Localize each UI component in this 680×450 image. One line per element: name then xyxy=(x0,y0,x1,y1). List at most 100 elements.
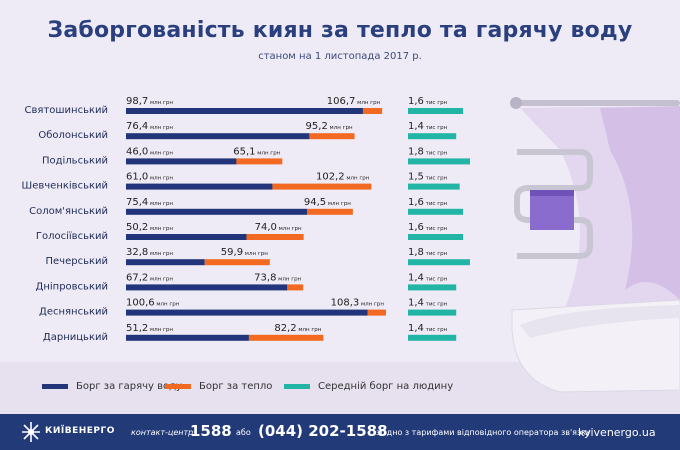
label-heat-unit: млн грн xyxy=(355,100,380,106)
bar-hot-water xyxy=(126,133,310,140)
bar-hot-water xyxy=(126,284,288,291)
label-avg-number: 1,6 xyxy=(408,197,424,208)
logo-text: КИЇВЕНЕРГО xyxy=(45,426,115,436)
label-hot-water: 50,2 млн грн xyxy=(126,222,173,233)
label-avg: 1,6 тис грн xyxy=(408,96,448,107)
label-avg-unit: тис грн xyxy=(424,327,448,333)
label-heat-number: 108,3 xyxy=(331,298,360,309)
label-avg: 1,6 тис грн xyxy=(408,197,448,208)
label-avg-number: 1,6 xyxy=(408,222,424,233)
label-heat-unit: млн грн xyxy=(328,125,353,131)
label-avg-unit: тис грн xyxy=(424,302,448,308)
label-avg-number: 1,4 xyxy=(408,272,424,283)
bar-hot-water xyxy=(126,208,308,215)
label-avg-number: 1,6 xyxy=(408,96,424,107)
bar-hot-water xyxy=(126,234,247,240)
rod-end-icon xyxy=(510,97,522,109)
label-hot-water-unit: млн грн xyxy=(148,276,173,282)
label-hot-water-number: 32,8 xyxy=(126,247,148,258)
label-hot-water: 46,0 млн грн xyxy=(126,146,173,157)
legend-swatch-avg xyxy=(284,384,310,389)
towel-rail-icon xyxy=(514,149,593,259)
label-hot-water-number: 98,7 xyxy=(126,96,148,107)
legend-label-heat: Борг за тепло xyxy=(199,381,273,392)
bar-heat xyxy=(287,284,304,291)
label-avg-unit: тис грн xyxy=(424,276,448,282)
label-hot-water-unit: млн грн xyxy=(148,201,173,207)
bar-hot-water xyxy=(126,183,273,190)
label-heat-unit: млн грн xyxy=(256,150,281,156)
category-label: Оболонський xyxy=(38,130,108,141)
legend-swatch-heat xyxy=(165,384,191,389)
label-heat: 108,3 млн грн xyxy=(331,298,385,309)
label-hot-water-unit: млн грн xyxy=(148,176,173,182)
label-heat-unit: млн грн xyxy=(276,276,301,282)
label-heat-number: 94,5 xyxy=(304,197,326,208)
label-hot-water-number: 100,6 xyxy=(126,298,155,309)
curtain-rod xyxy=(512,100,680,106)
label-hot-water: 61,0 млн грн xyxy=(126,172,173,183)
label-heat-number: 102,2 xyxy=(316,172,345,183)
label-heat: 65,1 млн грн xyxy=(233,146,280,157)
bar-avg xyxy=(408,309,457,316)
subtitle: станом на 1 листопада 2017 р. xyxy=(258,51,422,62)
bar-hot-water xyxy=(126,309,368,316)
label-avg-number: 1,4 xyxy=(408,298,424,309)
legend-avg: Середній борг на людину xyxy=(284,381,453,392)
bar-hot-water xyxy=(126,158,237,165)
label-hot-water: 76,4 млн грн xyxy=(126,121,173,132)
label-avg-number: 1,8 xyxy=(408,146,424,157)
bar-avg xyxy=(408,183,460,190)
label-avg-number: 1,8 xyxy=(408,247,424,258)
legend-label-hot-water: Борг за гарячу воду xyxy=(76,381,182,392)
label-hot-water: 32,8 млн грн xyxy=(126,247,173,258)
category-label: Шевченківський xyxy=(22,180,108,192)
footer: КИЇВЕНЕРГО контакт-центр: 1588 або (044)… xyxy=(0,414,680,450)
bar-hot-water xyxy=(126,259,205,266)
phone-number[interactable]: (044) 202-1588 xyxy=(258,422,388,440)
label-hot-water-unit: млн грн xyxy=(148,125,173,131)
contact-center-label: контакт-центр: xyxy=(131,428,196,437)
label-avg-number: 1,4 xyxy=(408,121,424,132)
label-avg: 1,6 тис грн xyxy=(408,222,448,233)
label-avg: 1,8 тис грн xyxy=(408,146,448,157)
label-hot-water-unit: млн грн xyxy=(155,302,180,308)
label-heat-unit: млн грн xyxy=(243,251,268,257)
label-hot-water-number: 76,4 xyxy=(126,121,148,132)
category-label: Голосіївський xyxy=(36,230,108,242)
label-hot-water: 75,4 млн грн xyxy=(126,197,173,208)
label-avg-unit: тис грн xyxy=(424,176,448,182)
label-hot-water: 98,7 млн грн xyxy=(126,96,173,107)
bar-hot-water xyxy=(126,334,249,341)
label-heat: 94,5 млн грн xyxy=(304,197,351,208)
label-heat-unit: млн грн xyxy=(359,302,384,308)
label-hot-water-number: 51,2 xyxy=(126,323,148,334)
label-avg-unit: тис грн xyxy=(424,226,448,232)
label-heat-unit: млн грн xyxy=(277,226,302,232)
category-label: Солом'янський xyxy=(29,206,108,217)
label-avg-number: 1,4 xyxy=(408,323,424,334)
category-label: Святошинський xyxy=(25,105,108,116)
label-hot-water-unit: млн грн xyxy=(148,100,173,106)
legend-hot-water: Борг за гарячу воду xyxy=(42,381,182,392)
website-link[interactable]: kyivenergo.ua xyxy=(578,426,656,439)
label-avg: 1,4 тис грн xyxy=(408,323,448,334)
bar-avg xyxy=(408,234,464,240)
bar-heat xyxy=(367,309,386,316)
category-label: Дніпровський xyxy=(36,280,108,292)
kyivenergo-logo-icon xyxy=(22,422,40,442)
tariff-note: згідно з тарифами відповідного оператора… xyxy=(376,428,591,437)
label-heat-unit: млн грн xyxy=(326,201,351,207)
short-number[interactable]: 1588 xyxy=(190,422,232,440)
label-hot-water-unit: млн грн xyxy=(148,226,173,232)
label-avg: 1,4 тис грн xyxy=(408,272,448,283)
label-hot-water-number: 61,0 xyxy=(126,172,148,183)
label-avg: 1,4 тис грн xyxy=(408,298,448,309)
bar-heat xyxy=(309,133,355,140)
towel-icon xyxy=(530,190,574,230)
shower-curtain-fold xyxy=(600,106,680,300)
label-avg: 1,8 тис грн xyxy=(408,247,448,258)
